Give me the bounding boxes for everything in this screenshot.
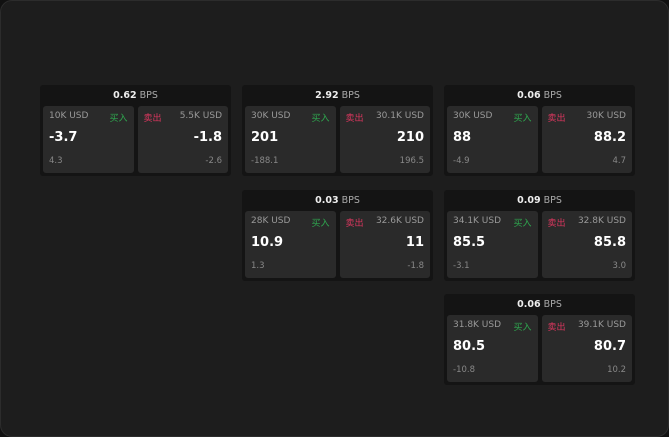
spread-unit: BPS (341, 90, 360, 101)
sell-label: 卖出 (547, 219, 566, 229)
spread-value: 0.03 (315, 195, 339, 206)
spread-header: 0.62 BPS (40, 85, 231, 106)
sell-cell[interactable]: 卖出 32.8K USD 85.8 3.0 (541, 211, 632, 278)
sell-size: 5.5K USD (179, 111, 222, 121)
buy-change: 1.3 (251, 261, 265, 271)
buy-label: 买入 (109, 114, 128, 124)
sell-cell[interactable]: 卖出 30K USD 88.2 4.7 (541, 106, 632, 173)
buy-price: 80.5 (453, 339, 486, 354)
spread-header: 2.92 BPS (242, 85, 433, 106)
sell-cell[interactable]: 卖出 32.6K USD 11 -1.8 (339, 211, 430, 278)
sell-cell[interactable]: 卖出 39.1K USD 80.7 10.2 (541, 315, 632, 382)
buy-price: -3.7 (49, 130, 78, 145)
sell-cell[interactable]: 卖出 5.5K USD -1.8 -2.6 (137, 106, 228, 173)
buy-change: -188.1 (251, 156, 279, 166)
buy-size: 10K USD (49, 111, 89, 121)
buy-change: -10.8 (453, 365, 475, 375)
buy-change: 4.3 (49, 156, 63, 166)
quote-card: 0.06 BPS 30K USD 买入 88 -4.9 卖出 30K USD 88.2… (444, 85, 635, 176)
spread-value: 0.62 (113, 90, 137, 101)
buy-cell[interactable]: 30K USD 买入 201 -188.1 (245, 106, 336, 173)
spread-value: 2.92 (315, 90, 339, 101)
sell-change: 196.5 (399, 156, 424, 166)
sell-price: 80.7 (593, 339, 626, 354)
buy-cell[interactable]: 30K USD 买入 88 -4.9 (447, 106, 538, 173)
buy-cell[interactable]: 31.8K USD 买入 80.5 -10.8 (447, 315, 538, 382)
quote-card: 2.92 BPS 30K USD 买入 201 -188.1 卖出 30.1K USD… (242, 85, 433, 176)
buy-label: 买入 (513, 219, 532, 229)
buy-cell[interactable]: 34.1K USD 买入 85.5 -3.1 (447, 211, 538, 278)
sell-label: 卖出 (345, 219, 364, 229)
sell-price: -1.8 (193, 130, 222, 145)
sell-size: 30K USD (586, 111, 626, 121)
spread-unit: BPS (341, 195, 360, 206)
quote-card: 0.09 BPS 34.1K USD 买入 85.5 -3.1 卖出 32.8K US… (444, 190, 635, 281)
buy-cell[interactable]: 10K USD 买入 -3.7 4.3 (43, 106, 134, 173)
buy-label: 买入 (311, 114, 330, 124)
spread-unit: BPS (543, 195, 562, 206)
spread-value: 0.09 (517, 195, 541, 206)
sell-label: 卖出 (547, 323, 566, 333)
quote-card: 0.06 BPS 31.8K USD 买入 80.5 -10.8 卖出 39.1K U… (444, 294, 635, 385)
buy-label: 买入 (311, 219, 330, 229)
spread-header: 0.06 BPS (444, 294, 635, 315)
sell-price: 88.2 (593, 130, 626, 145)
sell-price: 11 (405, 235, 424, 250)
sell-label: 卖出 (547, 114, 566, 124)
sell-label: 卖出 (345, 114, 364, 124)
sell-size: 32.6K USD (375, 216, 424, 226)
buy-label: 买入 (513, 323, 532, 333)
sell-cell[interactable]: 卖出 30.1K USD 210 196.5 (339, 106, 430, 173)
sell-change: -2.6 (205, 156, 222, 166)
buy-size: 30K USD (453, 111, 493, 121)
buy-label: 买入 (513, 114, 532, 124)
sell-change: 4.7 (612, 156, 626, 166)
buy-price: 88 (453, 130, 472, 145)
sell-change: 3.0 (612, 261, 626, 271)
sell-size: 39.1K USD (577, 320, 626, 330)
spread-header: 0.03 BPS (242, 190, 433, 211)
buy-size: 28K USD (251, 216, 291, 226)
spread-header: 0.06 BPS (444, 85, 635, 106)
sell-label: 卖出 (143, 114, 162, 124)
sell-size: 30.1K USD (375, 111, 424, 121)
buy-cell[interactable]: 28K USD 买入 10.9 1.3 (245, 211, 336, 278)
quote-card: 0.62 BPS 10K USD 买入 -3.7 4.3 卖出 5.5K USD -1… (40, 85, 231, 176)
spread-header: 0.09 BPS (444, 190, 635, 211)
buy-size: 30K USD (251, 111, 291, 121)
buy-price: 201 (251, 130, 279, 145)
buy-size: 31.8K USD (453, 320, 502, 330)
buy-price: 85.5 (453, 235, 486, 250)
spread-value: 0.06 (517, 90, 541, 101)
spread-unit: BPS (543, 90, 562, 101)
buy-change: -3.1 (453, 261, 470, 271)
quote-card: 0.03 BPS 28K USD 买入 10.9 1.3 卖出 32.6K USD 1… (242, 190, 433, 281)
sell-price: 85.8 (593, 235, 626, 250)
spread-unit: BPS (139, 90, 158, 101)
buy-price: 10.9 (251, 235, 284, 250)
buy-change: -4.9 (453, 156, 470, 166)
sell-price: 210 (396, 130, 424, 145)
spread-value: 0.06 (517, 299, 541, 310)
buy-size: 34.1K USD (453, 216, 502, 226)
spread-unit: BPS (543, 299, 562, 310)
sell-change: 10.2 (607, 365, 626, 375)
sell-size: 32.8K USD (577, 216, 626, 226)
sell-change: -1.8 (407, 261, 424, 271)
